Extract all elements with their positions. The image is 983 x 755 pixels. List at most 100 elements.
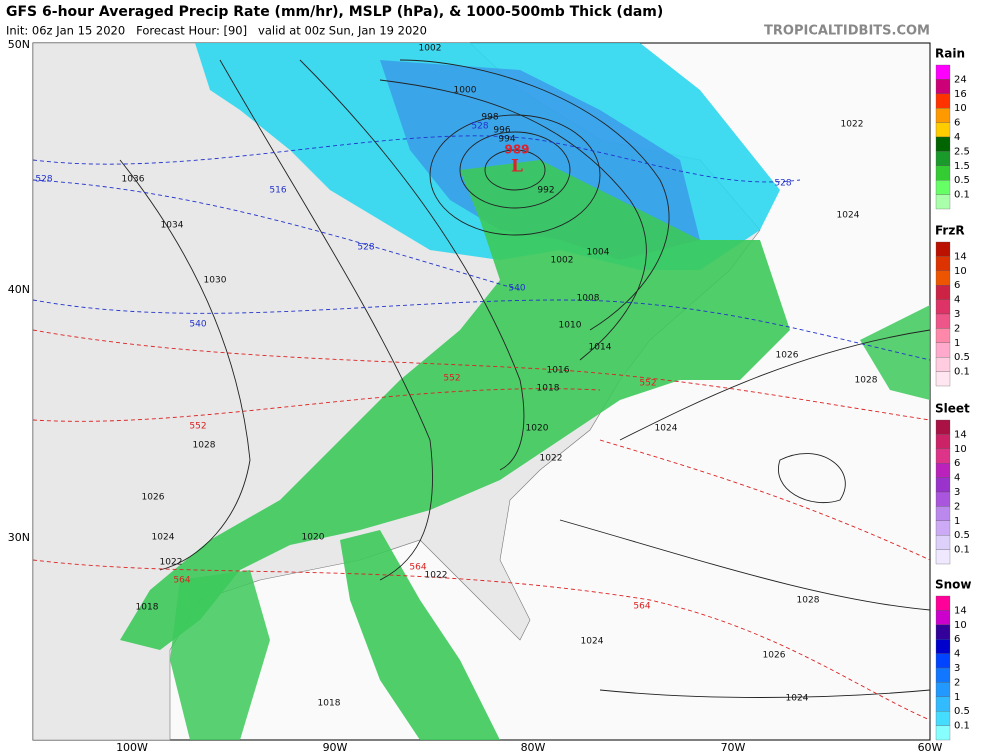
legend-title: Snow <box>935 578 972 592</box>
isobar-label: 1024 <box>837 211 860 221</box>
thickness-label: 564 <box>633 602 650 612</box>
isobar-label: 1022 <box>841 120 864 130</box>
isobar-label: 1002 <box>551 256 574 266</box>
legend-tick: 6 <box>954 280 960 291</box>
isobar-label: 1016 <box>547 366 570 376</box>
legend-swatch <box>935 696 951 712</box>
legend-tick: 1 <box>954 516 960 527</box>
legend-swatch <box>935 506 951 521</box>
legend-tick: 0.1 <box>954 545 970 556</box>
legend-swatch <box>935 342 951 358</box>
isobar-label: 1028 <box>855 376 878 386</box>
isobar-label: 1034 <box>161 221 184 231</box>
legend-swatch <box>935 639 951 654</box>
legend-swatch <box>935 419 951 435</box>
legend-swatch <box>935 108 951 123</box>
legend-swatch <box>935 165 951 181</box>
thickness-label: 552 <box>189 422 206 432</box>
legend-tick: 0.5 <box>954 530 970 541</box>
legend-swatch <box>935 122 951 138</box>
isobar-label: 1000 <box>454 86 477 96</box>
legend-swatch <box>935 610 951 625</box>
isobar-label: 1026 <box>763 651 786 661</box>
legend-tick: 16 <box>954 89 967 100</box>
legend-tick: 0.5 <box>954 352 970 363</box>
lon-label: 100W <box>116 741 148 754</box>
isobar-label: 1018 <box>136 603 159 613</box>
legend-tick: 10 <box>954 444 967 455</box>
legend-tick: 24 <box>954 74 967 85</box>
isobar-label: 1028 <box>797 596 820 606</box>
isobar-label: 998 <box>481 113 498 123</box>
legend-swatch <box>935 180 951 195</box>
isobar-label: 1002 <box>419 44 442 54</box>
legend-swatch <box>935 653 951 669</box>
legend-tick: 4 <box>954 649 960 660</box>
legend-swatch <box>935 725 951 741</box>
legend-swatch <box>935 463 951 478</box>
legend-tick: 14 <box>954 605 967 616</box>
legend-swatch <box>935 194 951 210</box>
legend-tick: 2 <box>954 677 960 688</box>
isobar-label: 994 <box>498 135 515 145</box>
legend-title: Sleet <box>935 402 970 416</box>
legend-swatch <box>935 667 951 683</box>
isobar-label: 1018 <box>537 384 560 394</box>
legend-swatch <box>935 256 951 271</box>
thickness-label: 516 <box>269 186 286 196</box>
legend-tick: 14 <box>954 429 967 440</box>
isobar-label: 1024 <box>655 424 678 434</box>
title: GFS 6-hour Averaged Precip Rate (mm/hr),… <box>6 4 663 20</box>
isobar-label: 996 <box>493 126 510 136</box>
legend-tick: 3 <box>954 309 960 320</box>
legend-tick: 1 <box>954 338 960 349</box>
legend-tick: 0.1 <box>954 367 970 378</box>
thickness-label: 528 <box>35 175 52 185</box>
legend-swatch <box>935 371 951 387</box>
isobar-label: 1024 <box>152 533 175 543</box>
legend-swatch <box>935 270 951 286</box>
isobar-label: 1026 <box>142 493 165 503</box>
legend-tick: 4 <box>954 295 960 306</box>
legend-swatch <box>935 328 951 343</box>
thickness-label: 552 <box>443 374 460 384</box>
legend-tick: 14 <box>954 251 967 262</box>
legend-tick: 4 <box>954 132 960 143</box>
legend-tick: 0.1 <box>954 190 970 201</box>
isobar-label: 992 <box>537 186 554 196</box>
legend-swatch <box>935 624 951 640</box>
legend-swatch <box>935 520 951 536</box>
legend-tick: 6 <box>954 118 960 129</box>
legend-swatch <box>935 285 951 300</box>
thickness-label: 528 <box>774 179 791 189</box>
legend-swatch <box>935 682 951 697</box>
legend-swatch <box>935 711 951 726</box>
low-symbol: L <box>511 157 523 177</box>
legend-swatch <box>935 477 951 493</box>
legend-title: Rain <box>935 47 965 61</box>
legend-swatch <box>935 79 951 94</box>
lon-label: 90W <box>323 741 348 754</box>
legend-tick: 0.5 <box>954 706 970 717</box>
lon-label: 70W <box>721 741 746 754</box>
legend-tick: 1 <box>954 692 960 703</box>
legend-tick: 4 <box>954 473 960 484</box>
legend-tick: 2.5 <box>954 146 970 157</box>
legend-tick: 3 <box>954 487 960 498</box>
isobar-label: 1020 <box>526 424 549 434</box>
isobar-label: 1014 <box>589 343 612 353</box>
map <box>32 42 931 741</box>
legend-swatch <box>935 535 951 550</box>
isobar-label: 1036 <box>122 175 145 185</box>
legend-tick: 10 <box>954 103 967 114</box>
thickness-label: 540 <box>189 320 206 330</box>
low-pressure: 989 <box>504 143 529 157</box>
isobar-label: 1024 <box>581 637 604 647</box>
legend-tick: 6 <box>954 458 960 469</box>
lat-label: 30N <box>8 531 30 544</box>
legend-swatch <box>935 93 951 109</box>
legend-swatch <box>935 595 951 611</box>
thickness-label: 528 <box>471 122 488 132</box>
legend-swatch <box>935 448 951 464</box>
